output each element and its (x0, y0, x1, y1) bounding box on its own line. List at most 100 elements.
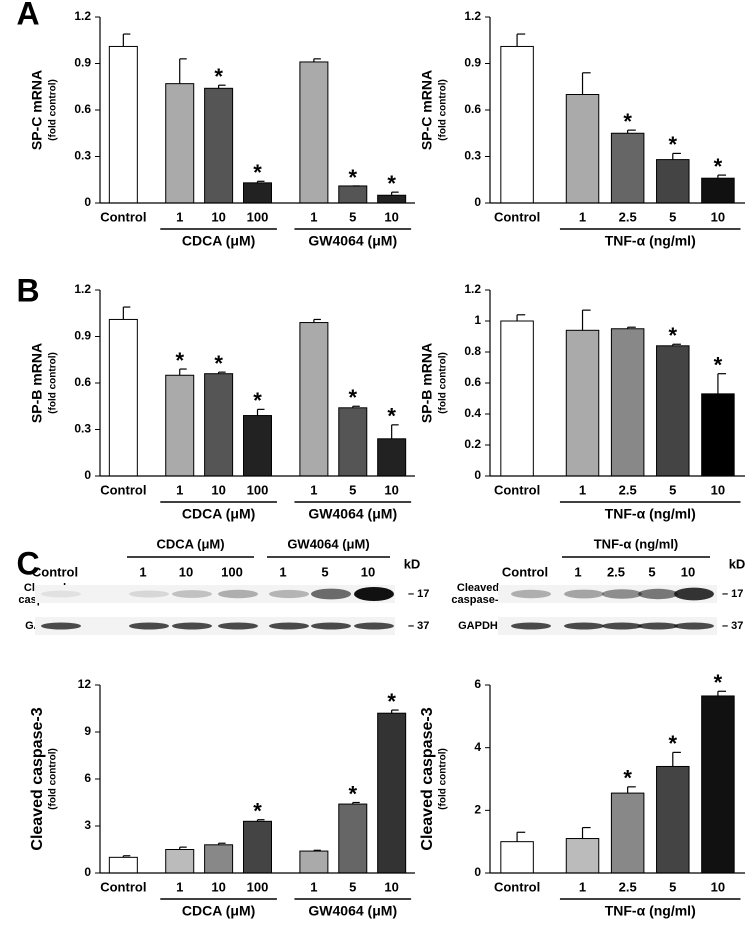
blot-band (269, 589, 309, 599)
blot-band (41, 622, 81, 630)
panel-label: B (16, 272, 39, 308)
y-tick-label: 0 (474, 468, 481, 482)
y-tick-label: 0.9 (74, 329, 91, 343)
x-tick-label: 5 (349, 209, 356, 224)
significance-marker: * (623, 109, 632, 134)
y-tick-label: 1.2 (74, 9, 91, 23)
bar (565, 329, 600, 477)
x-tick-label: 1 (176, 879, 183, 894)
group-label: CDCA (μM) (182, 233, 255, 249)
significance-marker: * (387, 404, 396, 429)
blot-band (674, 587, 714, 601)
bar (610, 792, 645, 874)
y-tick-label: 0.6 (464, 102, 481, 116)
bar (299, 61, 329, 204)
bar (500, 320, 534, 477)
x-tick-label: 10 (384, 879, 398, 894)
blot-band (638, 622, 678, 630)
group-label: TNF-α (ng/ml) (594, 536, 679, 551)
group-label: CDCA (μM) (182, 506, 255, 522)
x-tick-label: 2.5 (619, 482, 637, 497)
significance-marker: * (669, 323, 678, 348)
significance-marker: * (387, 689, 396, 714)
bar (500, 841, 534, 874)
bar (165, 374, 195, 477)
bar (610, 132, 645, 204)
y-axis-subtitle: (fold control) (438, 352, 449, 414)
blot-band (218, 589, 258, 599)
blot-band (172, 622, 212, 630)
y-axis-title: SP-B mRNA (29, 343, 45, 423)
blot-band (602, 589, 642, 599)
bar (656, 345, 690, 477)
lane-label: Control (32, 564, 78, 579)
y-tick-label: 0 (474, 195, 481, 209)
bar (565, 838, 600, 874)
y-tick-label: 4 (474, 740, 481, 754)
y-axis-title: SP-C mRNA (419, 70, 435, 150)
group-label: TNF-α (ng/ml) (605, 506, 696, 522)
significance-marker: * (348, 781, 357, 806)
blot-band (674, 622, 714, 630)
lane-label: 10 (361, 564, 375, 579)
x-tick-label: 5 (669, 482, 676, 497)
lane-label: Control (502, 564, 548, 579)
x-tick-label: 1 (176, 209, 183, 224)
group-label: GW4064 (μM) (287, 536, 369, 551)
blot-band (311, 622, 351, 630)
lane-label: 10 (681, 564, 695, 579)
y-axis-title: SP-C mRNA (29, 70, 45, 150)
y-tick-label: 1.2 (464, 282, 481, 296)
y-axis-title: Cleaved caspase-3 (419, 707, 436, 850)
y-tick-label: 0.3 (464, 149, 481, 163)
bar (108, 856, 138, 874)
y-tick-label: 0.2 (464, 437, 481, 451)
significance-marker: * (214, 351, 223, 376)
x-tick-label: 10 (384, 209, 398, 224)
significance-marker: * (669, 132, 678, 157)
x-tick-label: 5 (669, 879, 676, 894)
y-tick-label: 0.6 (74, 375, 91, 389)
significance-marker: * (348, 165, 357, 190)
bar (108, 45, 138, 204)
significance-marker: * (714, 353, 723, 378)
x-tick-label: 10 (211, 482, 225, 497)
bar (701, 695, 735, 874)
blot-band (638, 588, 678, 600)
blot-band (564, 622, 604, 630)
x-tick-label: 1 (310, 482, 317, 497)
group-label: CDCA (μM) (156, 536, 224, 551)
x-tick-label: 10 (711, 879, 725, 894)
blot-band (602, 622, 642, 630)
size-marker: – 37 (408, 620, 429, 632)
x-tick-label: 100 (247, 209, 269, 224)
bar (165, 83, 195, 204)
bar (377, 438, 407, 477)
lane-label: 1 (574, 564, 581, 579)
significance-marker: * (253, 388, 262, 413)
blot-band (511, 622, 551, 630)
lane-label: 100 (221, 564, 243, 579)
bar (243, 415, 272, 477)
y-tick-label: 3 (84, 818, 91, 832)
blot-band (354, 622, 394, 630)
group-label: GW4064 (μM) (308, 903, 397, 919)
x-tick-label: Control (494, 482, 540, 497)
x-tick-label: 100 (247, 879, 269, 894)
x-tick-label: 5 (349, 482, 356, 497)
x-tick-label: 1 (310, 209, 317, 224)
blot-band (129, 590, 169, 598)
y-tick-label: 1 (474, 313, 481, 327)
x-tick-label: 2.5 (619, 209, 637, 224)
lane-label: 2.5 (607, 564, 625, 579)
bar (701, 393, 735, 477)
bar (338, 407, 368, 477)
significance-marker: * (253, 160, 262, 185)
x-tick-label: Control (100, 482, 146, 497)
y-axis-subtitle: (fold control) (48, 79, 59, 141)
blot-band (564, 589, 604, 599)
x-tick-label: Control (494, 879, 540, 894)
y-tick-label: 0 (84, 468, 91, 482)
blot-band (269, 622, 309, 630)
significance-marker: * (714, 154, 723, 179)
